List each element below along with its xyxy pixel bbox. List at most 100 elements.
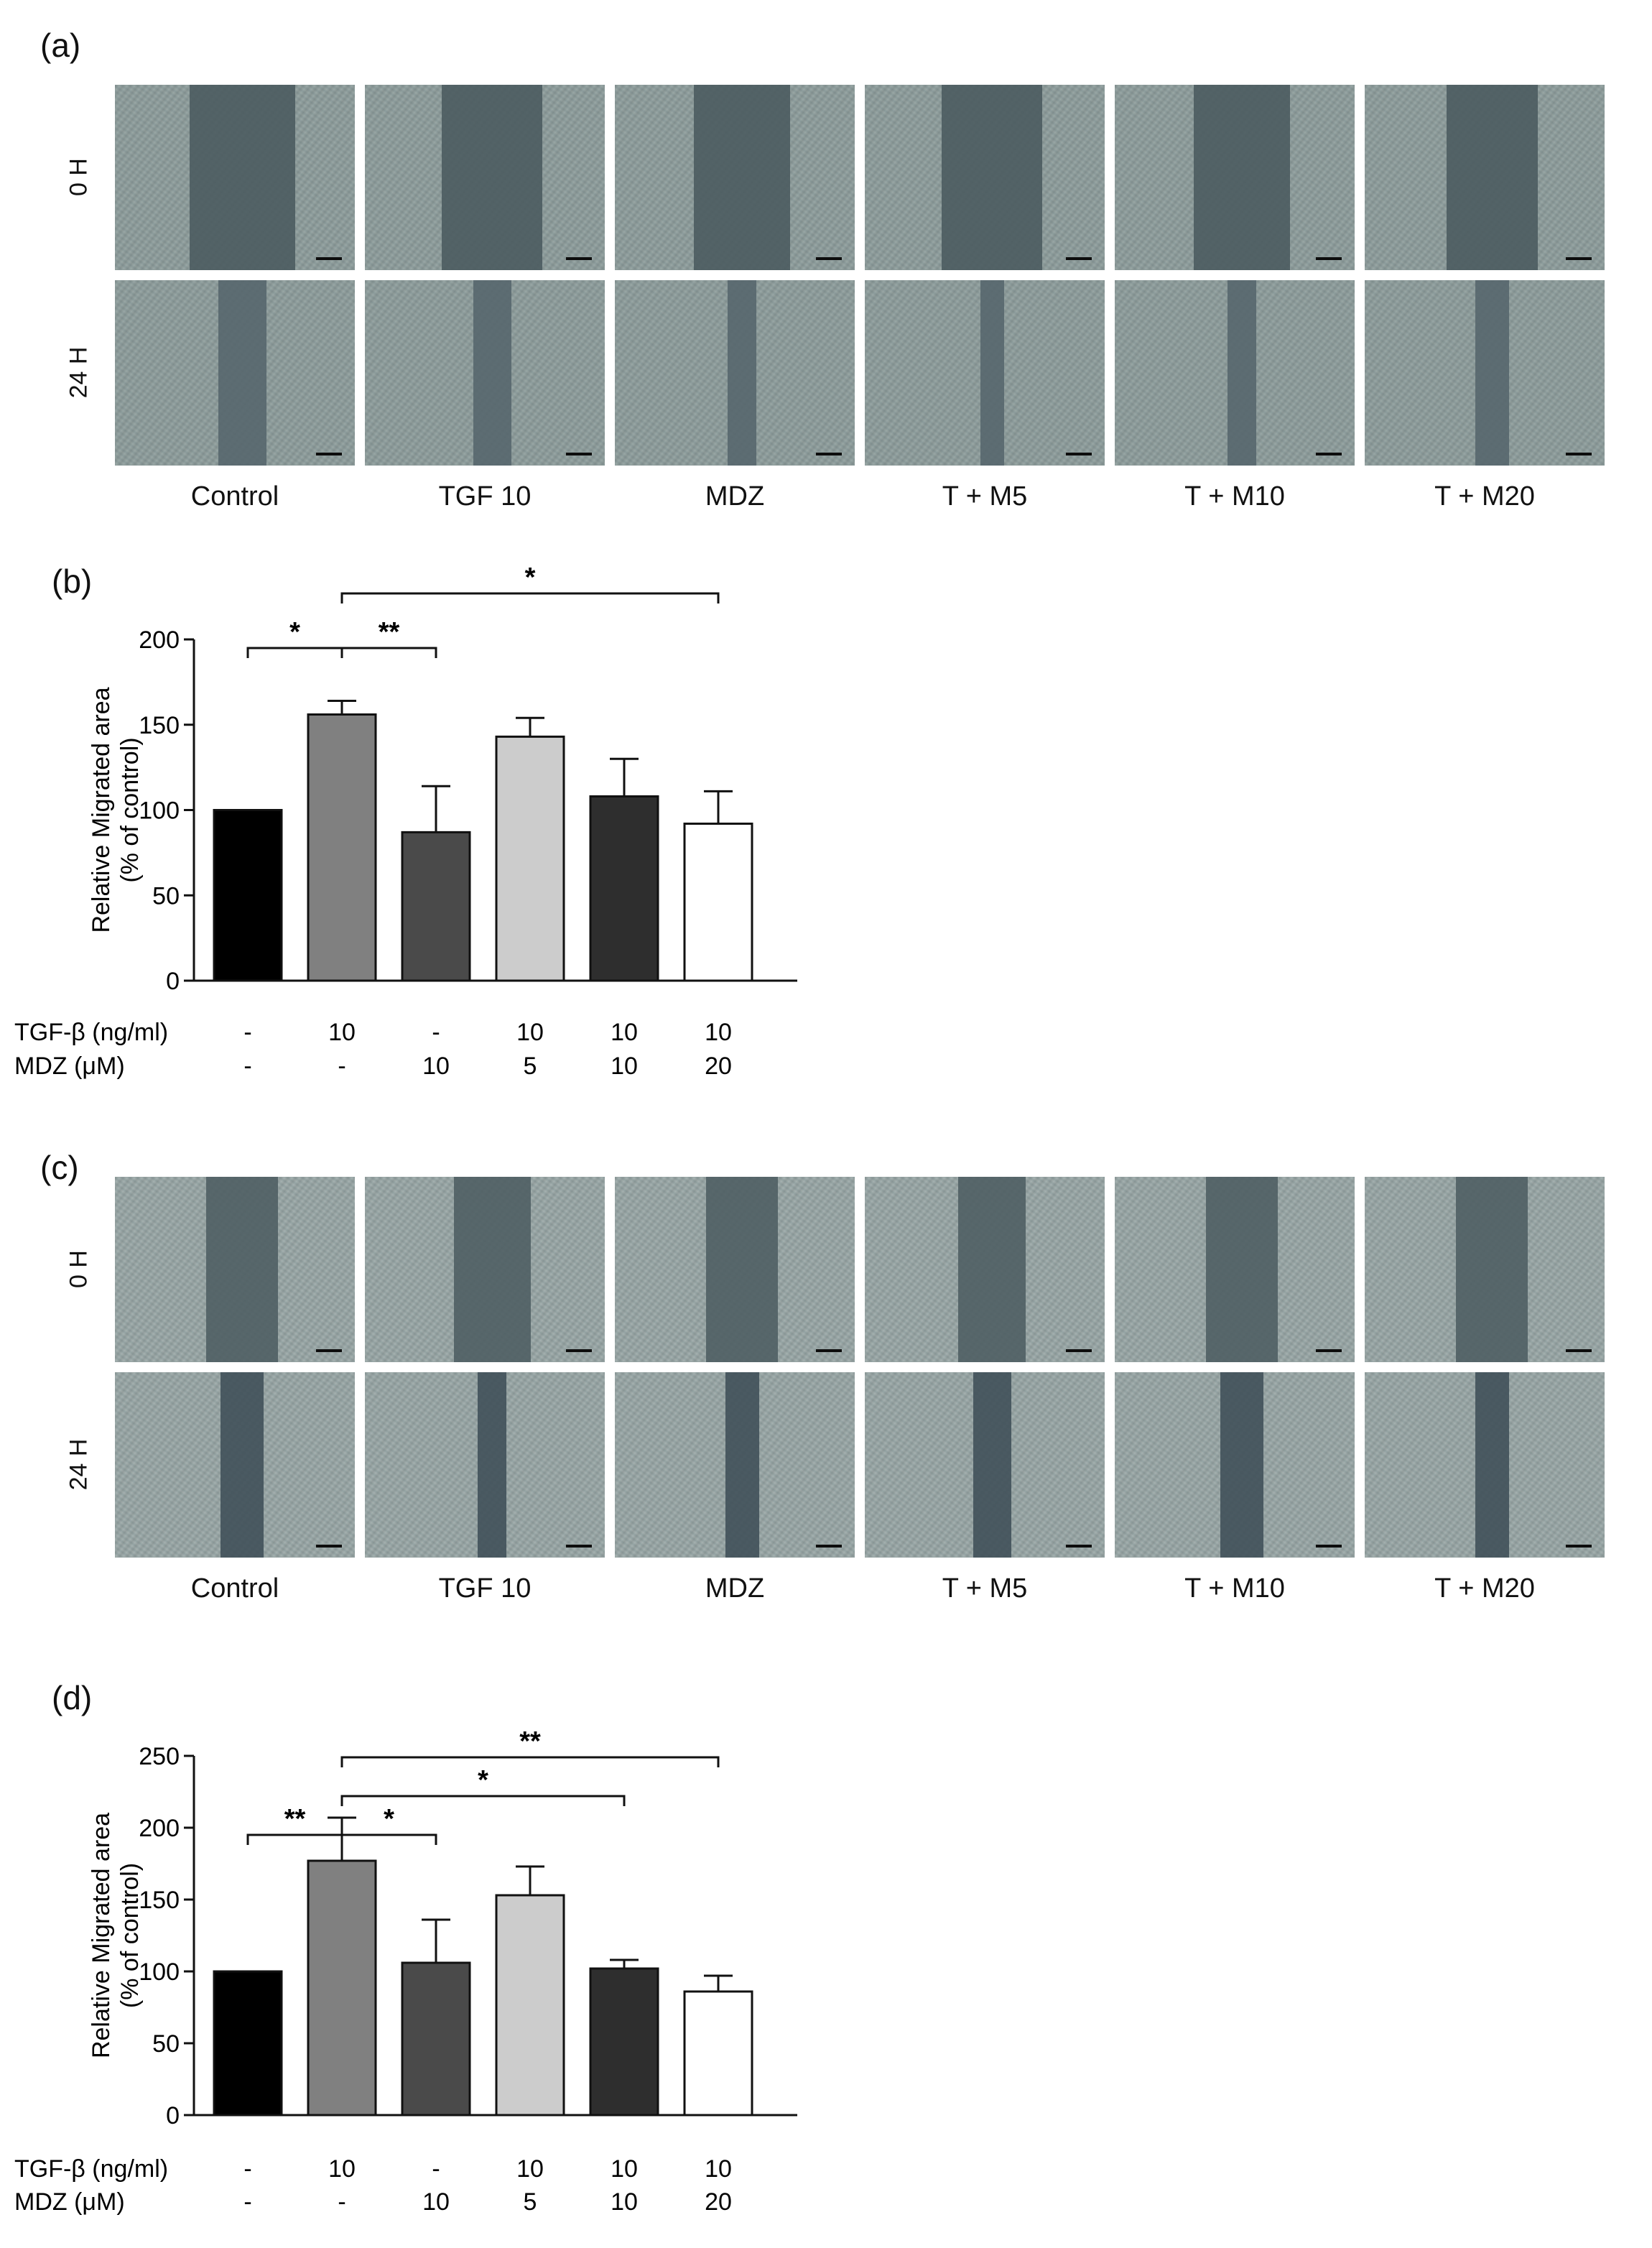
micrograph-c-r0-c3 xyxy=(865,1177,1105,1362)
y-tick-label: 150 xyxy=(139,712,180,739)
micrograph-c-r1-c0 xyxy=(115,1372,355,1558)
scale-bar xyxy=(316,453,342,455)
micrograph-a-r0-c1 xyxy=(365,85,605,270)
micrograph-c-r0-c0 xyxy=(115,1177,355,1362)
micrograph-c-r1-c2 xyxy=(615,1372,855,1558)
micrograph-c-r0-c4 xyxy=(1115,1177,1355,1362)
scale-bar xyxy=(1566,257,1592,260)
wound-gap xyxy=(973,1372,1011,1558)
mdz-value-4: 10 xyxy=(611,1053,638,1080)
bar-4 xyxy=(589,795,659,982)
wound-gap xyxy=(1475,280,1509,466)
condition-label-a-3: T + M5 xyxy=(942,481,1028,512)
scale-bar xyxy=(1066,1349,1092,1352)
mdz-row-label: MDZ (μM) xyxy=(14,1053,125,1080)
significance-bracket-0 xyxy=(246,1833,343,1845)
bar-3 xyxy=(495,735,565,982)
wound-gap xyxy=(206,1177,278,1362)
mdz-value-2: 10 xyxy=(422,2188,450,2216)
mdz-value-1: - xyxy=(338,2188,345,2216)
scale-bar xyxy=(566,1545,592,1548)
bar-0 xyxy=(213,1970,283,2117)
scale-bar xyxy=(566,453,592,455)
significance-label-0: ** xyxy=(284,1804,306,1834)
bar-1 xyxy=(307,1859,377,2117)
micrograph-a-r0-c5 xyxy=(1365,85,1605,270)
micrograph-a-r0-c4 xyxy=(1115,85,1355,270)
panel-label-b: (b) xyxy=(52,563,93,600)
condition-label-a-0: Control xyxy=(190,481,279,512)
y-axis-label-line2: (% of control) xyxy=(116,737,144,882)
scale-bar xyxy=(316,1349,342,1352)
tgf-value-4: 10 xyxy=(611,1019,638,1046)
mdz-value-5: 20 xyxy=(705,2188,732,2216)
tgf-value-5: 10 xyxy=(705,1019,732,1046)
scale-bar xyxy=(316,257,342,260)
wound-gap xyxy=(1456,1177,1528,1362)
tgf-value-3: 10 xyxy=(516,2155,544,2183)
chart-b-svg: 0 50 100 150 200 Relative Migrated area (% of … xyxy=(14,563,797,1080)
bar-chart-b: 0 50 100 150 200 Relative Migrated area (% of … xyxy=(14,563,862,1099)
y-axis-label-line1: Relative Migrated area xyxy=(88,1813,115,2058)
wound-gap xyxy=(694,85,790,270)
significance-bracket-1 xyxy=(340,647,437,658)
scale-bar xyxy=(1316,1545,1342,1548)
y-tick-label: 0 xyxy=(166,2102,180,2129)
wound-gap xyxy=(478,1372,506,1558)
y-tick-label: 50 xyxy=(152,882,180,910)
tgf-value-5: 10 xyxy=(705,2155,732,2183)
y-tick-label: 100 xyxy=(139,797,180,825)
panel-label-a: (a) xyxy=(40,27,81,64)
micrograph-c-r0-c1 xyxy=(365,1177,605,1362)
wound-gap xyxy=(473,280,511,466)
bar-5 xyxy=(683,1990,753,2117)
scale-bar xyxy=(816,1349,842,1352)
condition-label-c-3: T + M5 xyxy=(942,1573,1028,1604)
scale-bar xyxy=(1066,257,1092,260)
micrograph-a-r1-c5 xyxy=(1365,280,1605,466)
y-tick-label: 100 xyxy=(139,1958,180,1986)
wound-gap xyxy=(454,1177,531,1362)
scale-bar xyxy=(1316,257,1342,260)
micrograph-a-r1-c1 xyxy=(365,280,605,466)
scale-bar xyxy=(1566,1545,1592,1548)
significance-bracket-3 xyxy=(340,1756,720,1767)
mdz-value-0: - xyxy=(243,1053,251,1080)
wound-gap xyxy=(190,85,295,270)
mdz-value-3: 5 xyxy=(524,2188,537,2216)
row-label-c-1: 24 H xyxy=(65,1438,93,1491)
micrograph-a-r1-c0 xyxy=(115,280,355,466)
tgf-value-3: 10 xyxy=(516,1019,544,1046)
scale-bar xyxy=(316,1545,342,1548)
condition-label-a-4: T + M10 xyxy=(1184,481,1285,512)
significance-bracket-0 xyxy=(246,647,343,658)
mdz-value-0: - xyxy=(243,2188,251,2216)
significance-bracket-2 xyxy=(340,592,720,603)
significance-label-2: * xyxy=(478,1765,488,1795)
chart-d-svg: 0 50 100 150 200 250 Relative Migrated area (% … xyxy=(14,1726,797,2216)
y-axis-label-line2: (% of control) xyxy=(116,1863,144,2008)
scale-bar xyxy=(1566,453,1592,455)
micrograph-a-r0-c2 xyxy=(615,85,855,270)
y-tick-label: 50 xyxy=(152,2030,180,2058)
bar-5 xyxy=(683,823,753,982)
y-tick-label: 150 xyxy=(139,1887,180,1914)
wound-gap xyxy=(442,85,542,270)
significance-label-0: * xyxy=(289,617,300,647)
condition-label-c-2: MDZ xyxy=(705,1573,765,1604)
tgf-value-2: - xyxy=(432,2155,440,2183)
row-label-a-0: 0 H xyxy=(65,158,93,196)
tgf-row-label: TGF-β (ng/ml) xyxy=(14,1019,168,1046)
y-tick-label: 200 xyxy=(139,1815,180,1842)
y-axis-label-line1: Relative Migrated area xyxy=(88,687,115,933)
scale-bar xyxy=(1066,1545,1092,1548)
mdz-value-3: 5 xyxy=(524,1053,537,1080)
tgf-value-0: - xyxy=(243,1019,251,1046)
significance-label-3: ** xyxy=(519,1726,541,1757)
micrograph-c-r1-c3 xyxy=(865,1372,1105,1558)
bar-2 xyxy=(401,1961,471,2117)
significance-label-1: ** xyxy=(379,617,400,647)
condition-label-c-1: TGF 10 xyxy=(438,1573,532,1604)
tgf-value-1: 10 xyxy=(328,2155,356,2183)
scale-bar xyxy=(816,257,842,260)
